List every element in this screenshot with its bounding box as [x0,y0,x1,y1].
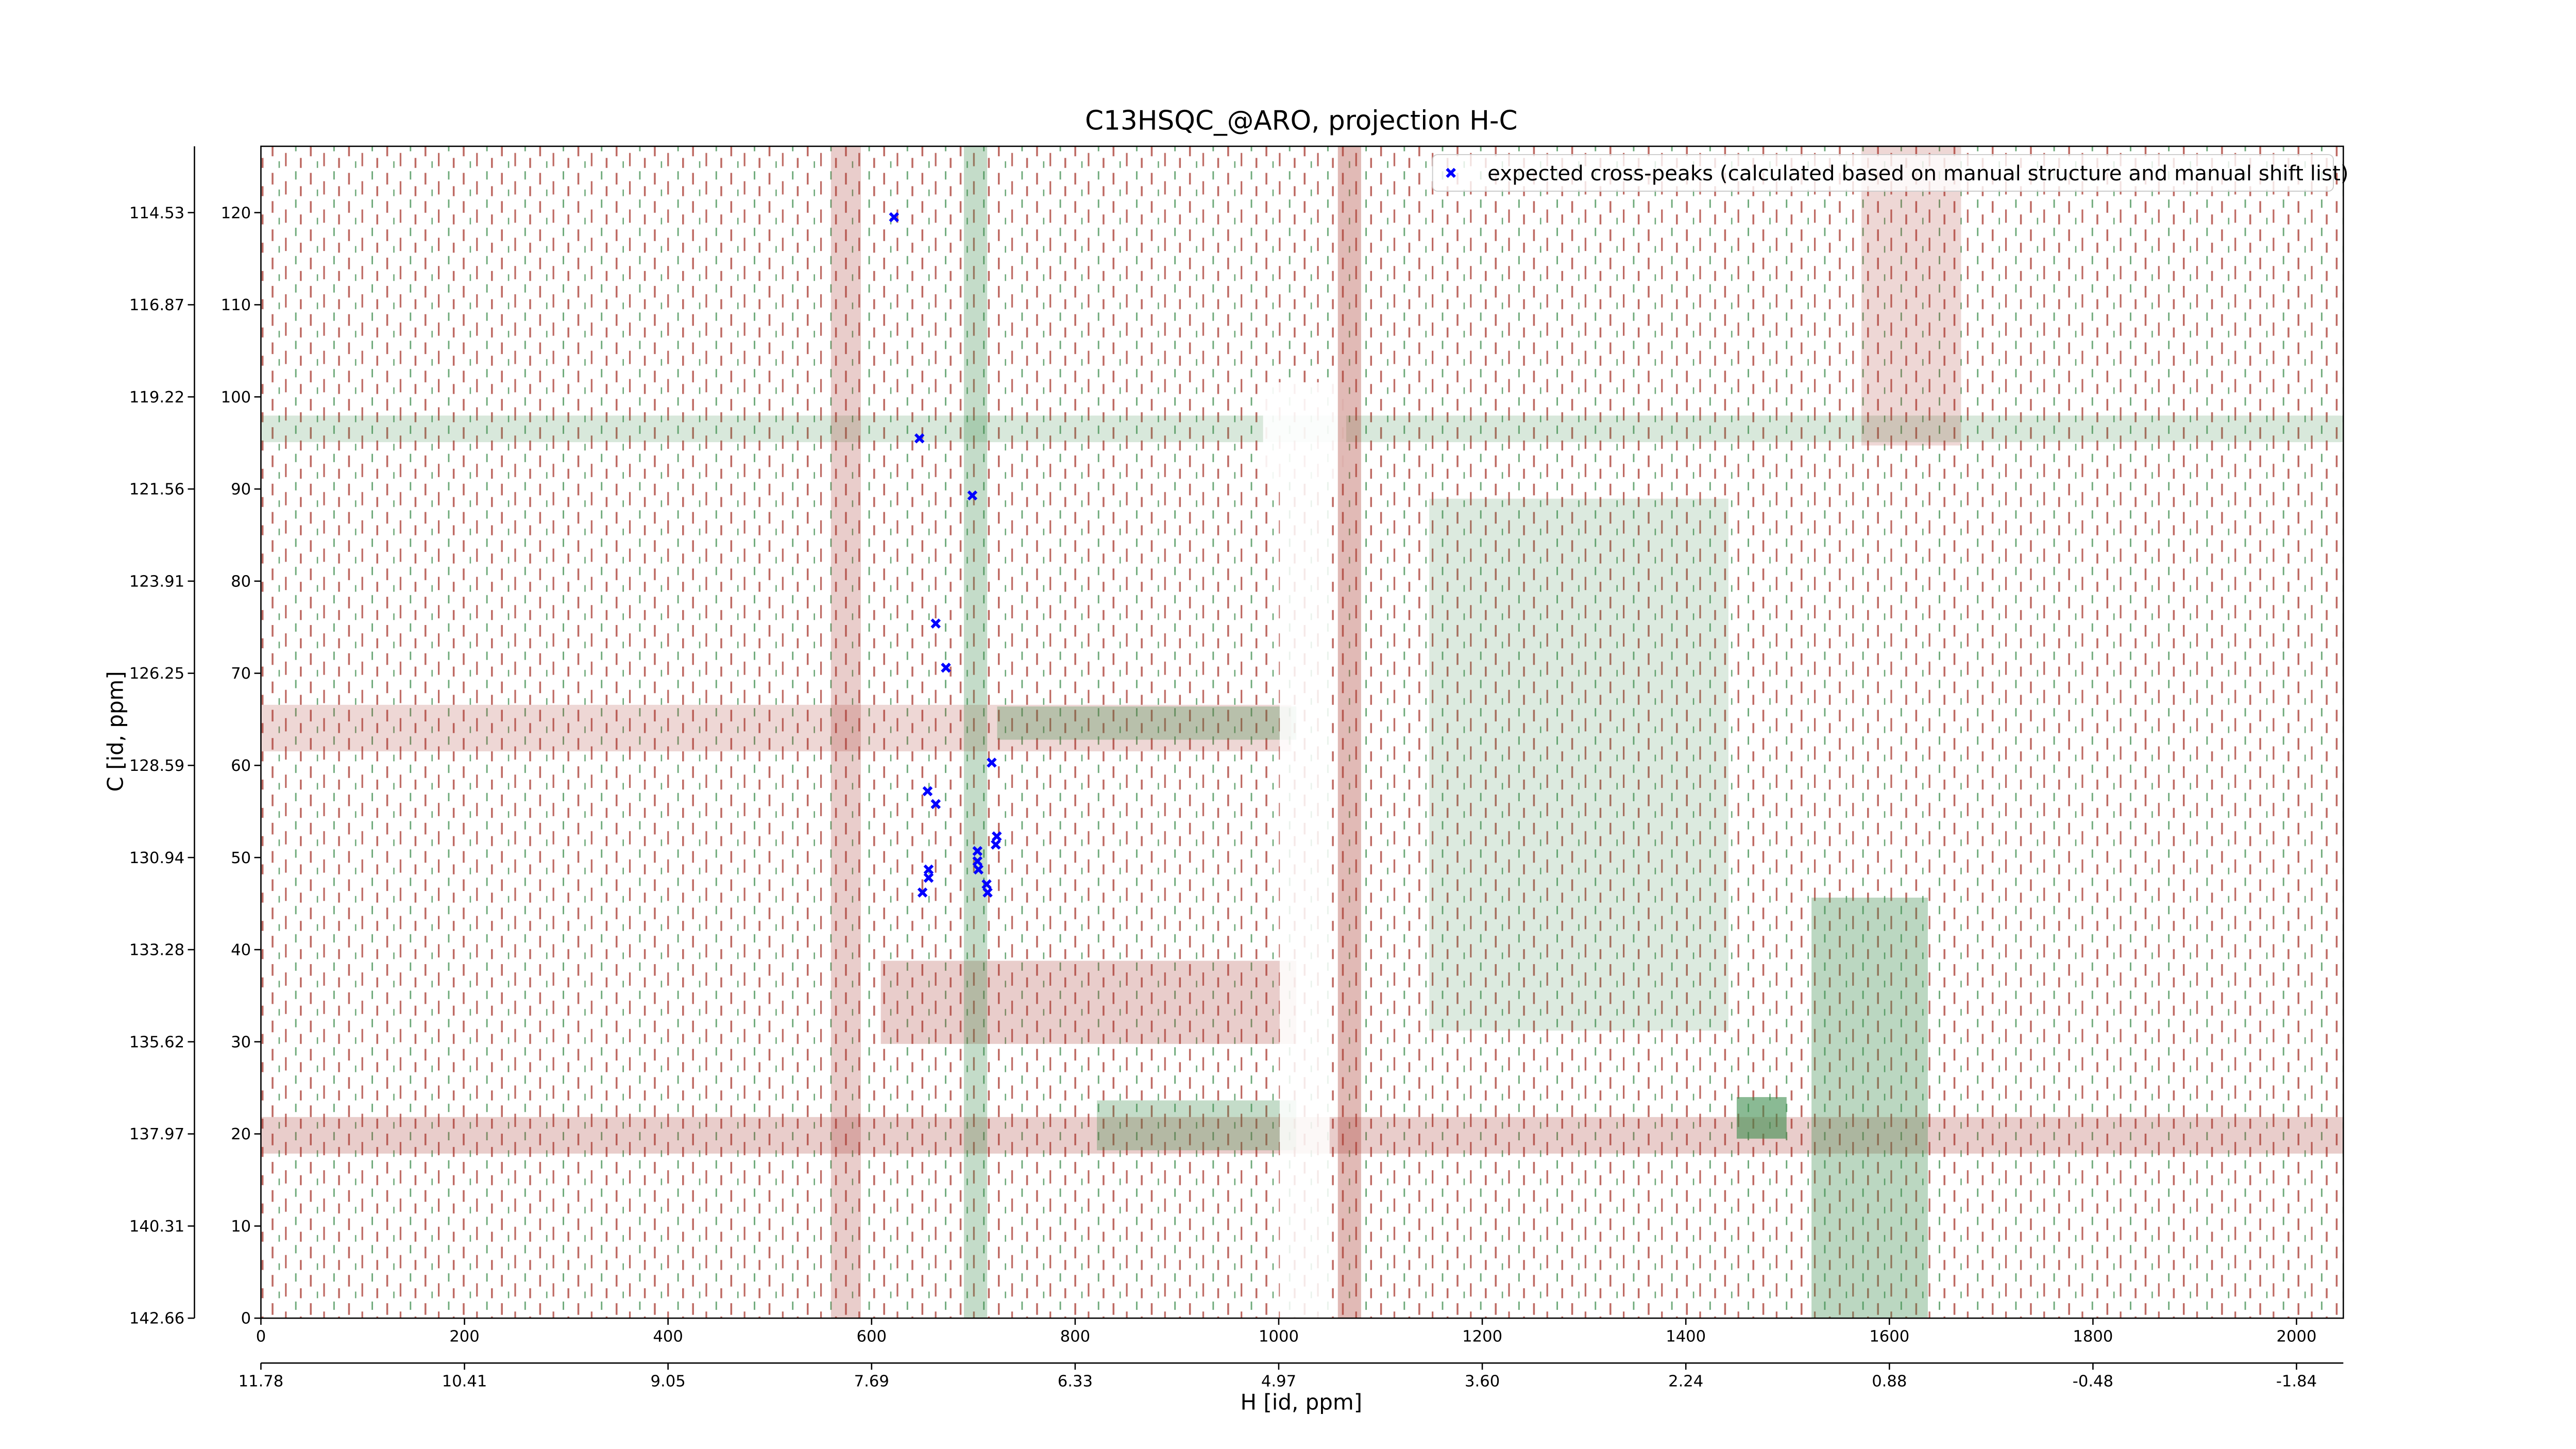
y-tick-label: 70 [231,665,251,683]
cross-peak [917,887,928,898]
y-tick-label: 50 [231,849,251,867]
y2-tick-label: 116.87 [129,296,184,314]
y2-tick-label: 114.53 [129,204,184,222]
x2-tick-label: 9.05 [651,1372,686,1390]
plot-frame [260,145,2344,1319]
y2-tick-label: 130.94 [129,849,184,867]
x2-tick-label: 7.69 [854,1372,889,1390]
x-tick-label: 1200 [1462,1327,1502,1345]
y-tick-label: 100 [221,389,251,407]
cross-peak [982,887,993,898]
spectrum-texture [261,146,2344,1319]
x-tick-label: 1000 [1259,1327,1299,1345]
x2-tick-label: 10.41 [442,1372,487,1390]
cross-peak [973,864,984,875]
cross-peak [930,618,941,629]
x2-tick-label: 0.88 [1872,1372,1907,1390]
y2-tick-label: 133.28 [129,941,184,959]
y-tick-label: 10 [231,1218,251,1236]
cross-peak [967,490,978,501]
y2-tick-label: 137.97 [129,1125,184,1143]
y2-tick-label: 121.56 [129,481,184,499]
y2-tick-label: 142.66 [129,1310,184,1328]
cross-peak [941,663,951,673]
x2-tick-label: -1.84 [2276,1372,2317,1390]
cross-peak [923,872,934,883]
legend-marker [1446,167,1456,178]
cross-peak [972,856,983,867]
y2-tick-label: 140.31 [129,1218,184,1236]
y-tick-label: 40 [231,941,251,959]
chart-title: C13HSQC_@ARO, projection H-C [1085,106,1518,137]
x-axis-label: H [id, ppm] [1241,1390,1363,1415]
x-tick-label: 200 [449,1327,479,1345]
y-tick-label: 90 [231,481,251,499]
cross-peak [889,212,900,223]
y-tick-label: 60 [231,757,251,775]
x-tick-label: 1800 [2073,1327,2113,1345]
y-axis-label: C [id, ppm] [103,671,128,791]
x2-tick-label: 11.78 [239,1372,284,1390]
y-tick-label: 120 [221,204,251,222]
legend-box [1432,154,2334,192]
y2-tick-label: 128.59 [129,757,184,775]
y2-tick-label: 123.91 [129,572,184,591]
x-tick-label: 400 [653,1327,683,1345]
y-tick-label: 30 [231,1033,251,1051]
y2-tick-label: 135.62 [129,1033,184,1051]
x2-tick-label: 3.60 [1465,1372,1500,1390]
cross-peak [922,786,933,797]
x-tick-label: 2000 [2277,1327,2317,1345]
cross-peak [987,757,997,768]
cross-peak [923,864,934,875]
cross-peak [991,831,1002,841]
x2-tick-label: 2.24 [1668,1372,1703,1390]
x-tick-label: 800 [1060,1327,1090,1345]
x2-tick-label: 4.97 [1261,1372,1296,1390]
y-tick-label: 20 [231,1125,251,1143]
legend: expected cross-peaks (calculated based o… [1432,154,2349,192]
cross-peak [981,879,992,889]
x2-tick-label: 6.33 [1058,1372,1093,1390]
cross-peak [914,433,925,444]
x-tick-label: 0 [256,1327,266,1345]
y-tick-label: 80 [231,572,251,591]
cross-peak [930,799,941,810]
x-tick-label: 1600 [1869,1327,1909,1345]
x2-tick-label: -0.48 [2073,1372,2113,1390]
y2-tick-label: 119.22 [129,389,184,407]
x-tick-label: 1400 [1666,1327,1706,1345]
y2-tick-label: 126.25 [129,665,184,683]
y-tick-label: 0 [241,1310,251,1328]
legend-label: expected cross-peaks (calculated based o… [1487,161,2349,186]
cross-peak [990,839,1001,850]
cross-peak [972,846,983,856]
x-tick-label: 600 [857,1327,887,1345]
y-tick-label: 110 [221,296,251,314]
